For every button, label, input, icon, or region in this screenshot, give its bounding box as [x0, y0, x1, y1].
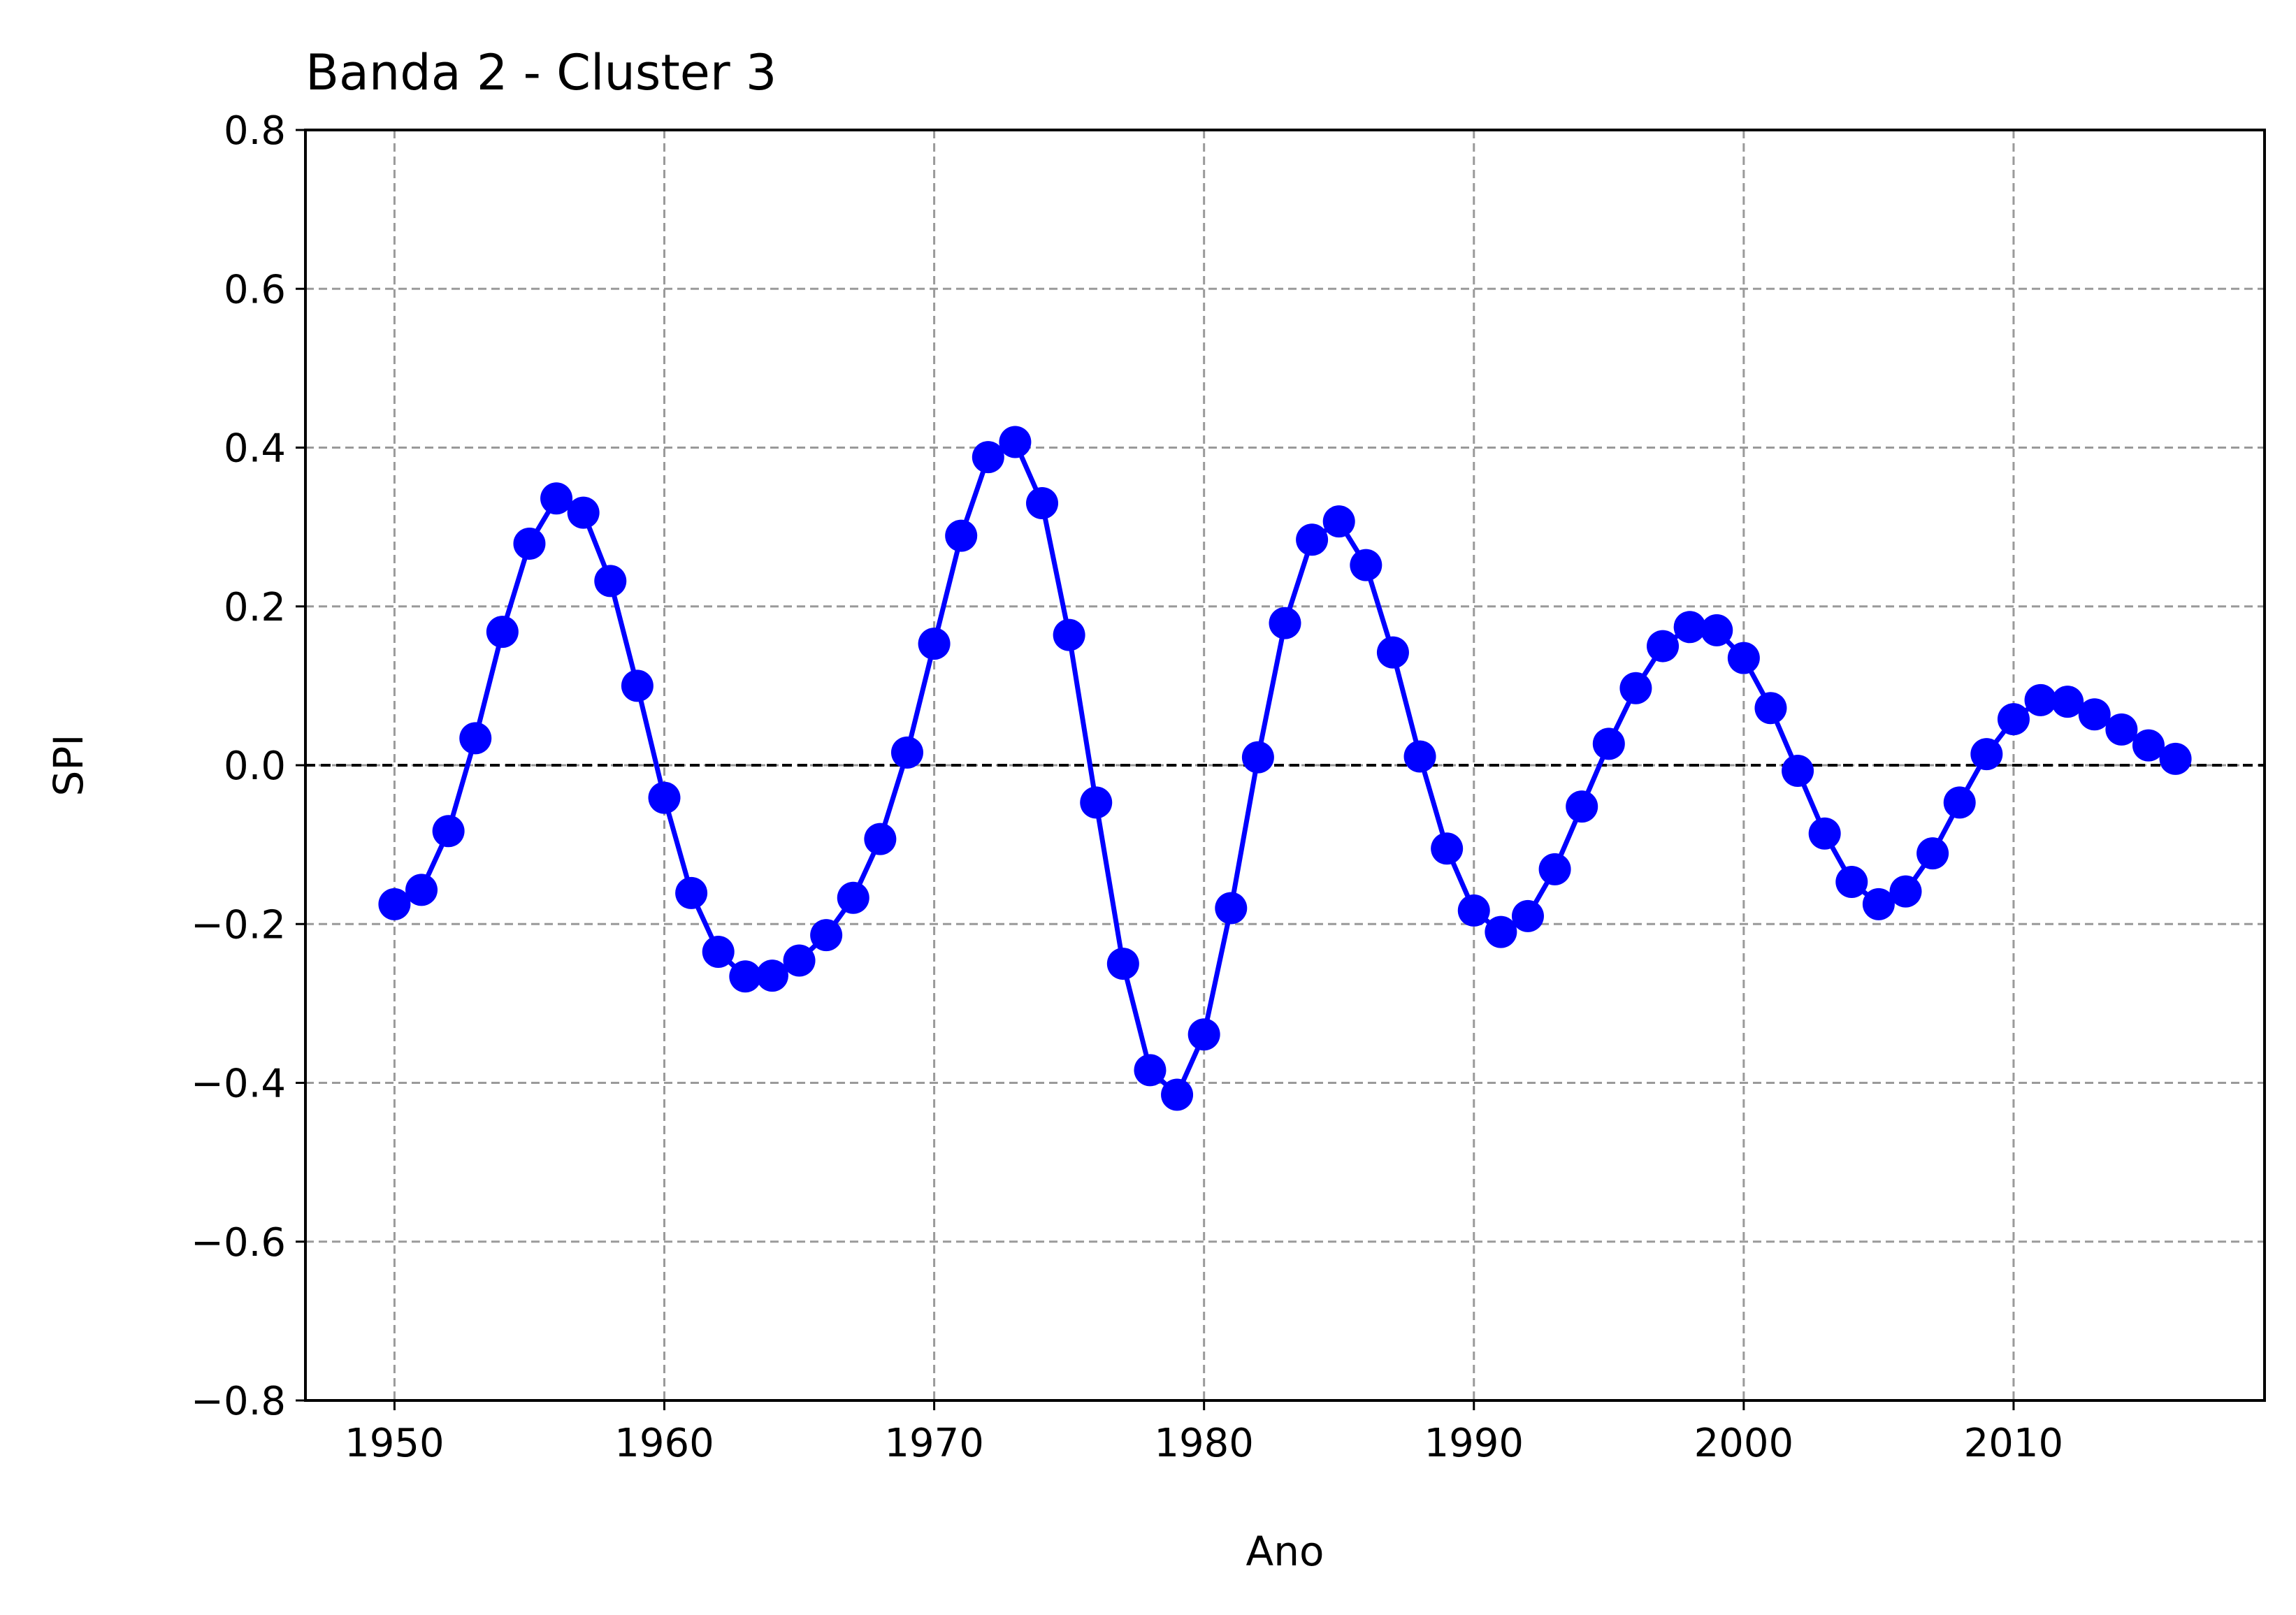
data-point — [1835, 866, 1868, 899]
series-blue — [378, 426, 2192, 1111]
data-point — [1187, 1018, 1220, 1051]
x-axis-title: Ano — [1246, 1528, 1324, 1575]
x-tick-label: 1950 — [345, 1421, 445, 1466]
x-tick-label: 1960 — [614, 1421, 714, 1466]
data-point — [918, 628, 951, 660]
data-point — [837, 881, 869, 914]
data-point — [1431, 832, 1464, 865]
y-tick-label: −0.6 — [191, 1220, 286, 1266]
data-point — [702, 936, 735, 969]
x-tick-label: 2000 — [1694, 1421, 1794, 1466]
y-tick-label: 0.0 — [224, 744, 286, 789]
x-tick-label: 2010 — [1964, 1421, 2064, 1466]
axis-ticks: 1950 1960 1970 1980 1990 2000 2010 −0.8 −0.6 −0.4… — [191, 108, 2063, 1466]
data-point — [432, 815, 465, 848]
data-point — [1269, 607, 1301, 639]
data-point — [945, 519, 978, 552]
data-point — [2051, 686, 2084, 718]
data-point — [1241, 741, 1274, 774]
y-axis-title: SPI — [45, 734, 92, 797]
y-tick-label: −0.8 — [191, 1379, 286, 1424]
data-point — [1782, 754, 1814, 787]
data-point — [783, 944, 816, 977]
data-point — [1970, 738, 2003, 771]
x-tick-label: 1980 — [1154, 1421, 1254, 1466]
data-point — [675, 876, 708, 909]
data-point — [1566, 790, 1598, 823]
y-tick-label: 0.4 — [224, 426, 286, 472]
data-point — [540, 482, 573, 515]
data-point — [1403, 740, 1436, 773]
y-tick-label: 0.6 — [224, 267, 286, 312]
data-point — [1619, 672, 1652, 704]
y-tick-label: −0.4 — [191, 1062, 286, 1107]
data-point — [999, 426, 1032, 458]
data-point — [513, 527, 546, 560]
data-point — [1026, 487, 1059, 520]
x-tick-label: 1990 — [1424, 1421, 1524, 1466]
data-point — [810, 919, 843, 952]
data-point — [1754, 692, 1787, 725]
data-point — [1727, 642, 1760, 674]
data-point — [1134, 1054, 1167, 1087]
data-point — [2132, 729, 2165, 762]
data-point — [1053, 618, 1085, 651]
data-point — [2024, 683, 2057, 716]
x-tick-label: 1970 — [884, 1421, 984, 1466]
data-point — [378, 888, 411, 920]
data-point — [1511, 899, 1544, 932]
data-point — [864, 823, 897, 855]
data-point — [1322, 505, 1355, 538]
data-point — [1215, 892, 1248, 925]
data-point — [2159, 742, 2192, 775]
y-tick-label: 0.8 — [224, 108, 286, 154]
data-point — [486, 616, 519, 649]
data-point — [1161, 1078, 1194, 1111]
data-point — [459, 722, 492, 755]
data-point — [567, 496, 600, 529]
data-point — [1080, 786, 1113, 819]
data-point — [1889, 875, 1922, 908]
data-point — [756, 959, 788, 992]
data-point — [1862, 888, 1895, 920]
data-point — [1376, 636, 1409, 669]
data-point — [1647, 630, 1680, 662]
data-point — [1485, 915, 1517, 948]
data-point — [1673, 611, 1706, 644]
data-point — [648, 781, 681, 814]
data-point — [1808, 817, 1841, 850]
data-point — [1701, 614, 1733, 646]
chart-title: Banda 2 - Cluster 3 — [305, 44, 777, 101]
data-point — [890, 736, 923, 769]
data-point — [1997, 703, 2030, 736]
data-point — [621, 669, 654, 702]
y-tick-label: 0.2 — [224, 585, 286, 630]
data-point — [1592, 727, 1625, 760]
data-point — [1106, 948, 1139, 980]
data-point — [1943, 786, 1976, 819]
data-point — [2105, 713, 2138, 746]
data-point — [972, 441, 1004, 474]
data-point — [1457, 894, 1490, 927]
y-tick-label: −0.2 — [191, 902, 286, 948]
data-point — [729, 960, 762, 993]
data-point — [1916, 837, 1949, 870]
data-point — [2078, 698, 2111, 731]
data-point — [1350, 549, 1382, 581]
data-point — [1296, 523, 1329, 556]
data-point — [405, 874, 438, 906]
data-point — [1538, 853, 1571, 885]
data-point — [594, 565, 627, 598]
